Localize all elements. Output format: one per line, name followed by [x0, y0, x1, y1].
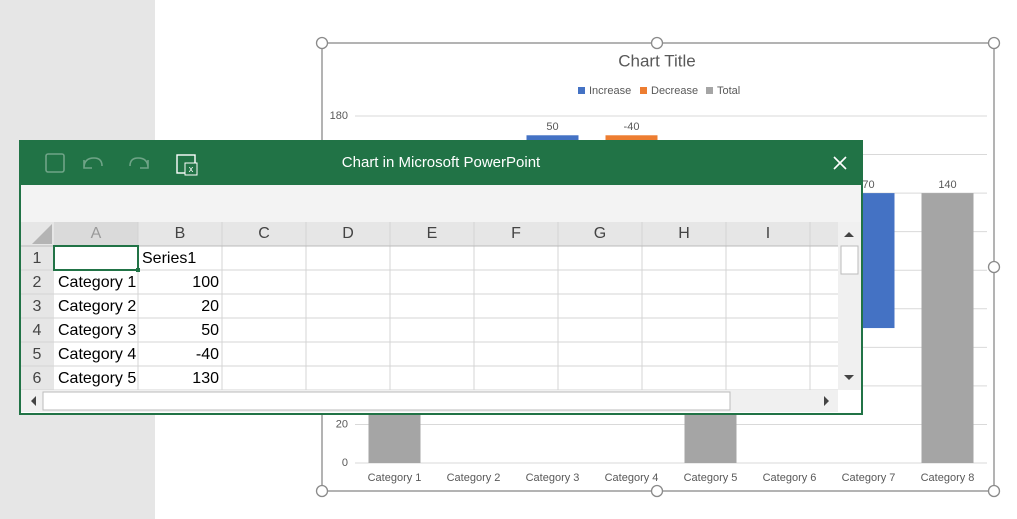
window-title: Chart in Microsoft PowerPoint — [342, 154, 541, 171]
cell: 50 — [201, 322, 219, 339]
column-header: E — [427, 225, 438, 242]
y-tick-label: 20 — [336, 418, 348, 430]
cell: 100 — [192, 274, 219, 291]
cell: 130 — [192, 370, 219, 387]
column-header: D — [342, 225, 354, 242]
data-label: -40 — [624, 121, 640, 133]
cell: Category 4 — [58, 346, 136, 363]
legend-swatch — [640, 87, 647, 94]
cell: -40 — [196, 346, 219, 363]
x-tick-label: Category 2 — [447, 472, 501, 484]
column-header: I — [766, 225, 770, 242]
edit-in-excel-button[interactable]: x — [176, 154, 198, 176]
row-header: 2 — [33, 274, 42, 291]
data-window: x Chart in Microsoft PowerPoint ABCDEFGH… — [19, 140, 863, 415]
legend-label: Decrease — [651, 85, 698, 97]
x-tick-label: Category 7 — [842, 472, 896, 484]
redo-button[interactable] — [129, 157, 149, 169]
row-header: 6 — [33, 370, 42, 387]
x-tick-label: Category 5 — [684, 472, 738, 484]
legend-label: Total — [717, 85, 740, 97]
row-header: 3 — [33, 298, 42, 315]
column-header: H — [678, 225, 690, 242]
cell: Category 2 — [58, 298, 136, 315]
legend-swatch — [706, 87, 713, 94]
x-tick-label: Category 8 — [921, 472, 975, 484]
cell: Category 1 — [58, 274, 136, 291]
x-tick-label: Category 4 — [605, 472, 659, 484]
x-tick-label: Category 6 — [763, 472, 817, 484]
legend-swatch — [578, 87, 585, 94]
column-header: G — [594, 225, 606, 242]
chart-title: Chart Title — [618, 51, 695, 70]
x-tick-label: Category 3 — [526, 472, 580, 484]
row-header: 4 — [33, 322, 42, 339]
x-tick-label: Category 1 — [368, 472, 422, 484]
column-header: B — [175, 225, 186, 242]
cell: 20 — [201, 298, 219, 315]
cell: Series1 — [142, 250, 196, 267]
sheet-grid: ABCDEFGHI1Series12Category 11003Category… — [21, 222, 838, 391]
legend-label: Increase — [589, 85, 631, 97]
data-label: 50 — [546, 121, 558, 133]
svg-text:x: x — [189, 164, 194, 174]
data-label: 70 — [862, 179, 874, 191]
active-cell — [53, 245, 139, 271]
cell: Category 5 — [58, 370, 136, 387]
column-header: C — [258, 225, 270, 242]
close-button[interactable] — [833, 156, 847, 170]
data-label: 140 — [938, 179, 956, 191]
save-button[interactable] — [45, 153, 65, 173]
bar — [921, 193, 974, 463]
cell: Category 3 — [58, 322, 136, 339]
selected-column-header — [54, 222, 138, 246]
y-tick-label: 180 — [330, 110, 348, 122]
row-header: 1 — [33, 250, 42, 267]
fill-handle — [136, 268, 140, 272]
row-header: 5 — [33, 346, 42, 363]
undo-button[interactable] — [83, 157, 103, 169]
y-tick-label: 0 — [342, 457, 348, 469]
column-header: F — [511, 225, 521, 242]
